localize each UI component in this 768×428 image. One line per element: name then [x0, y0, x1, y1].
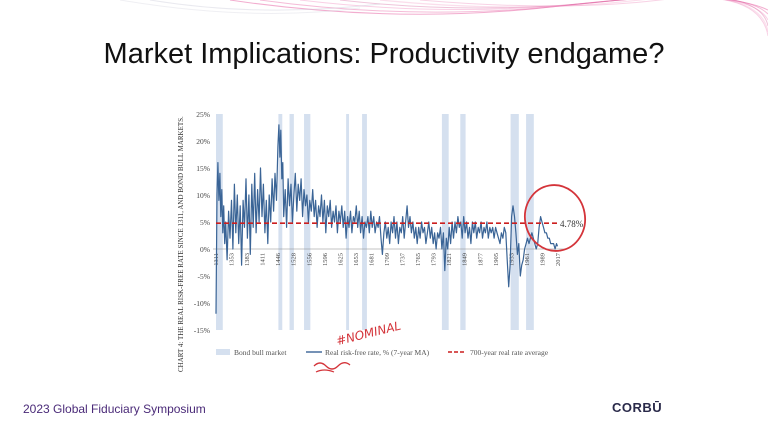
- handwritten-underline-2: [315, 369, 335, 373]
- bull-market-band: [278, 114, 283, 330]
- y-tick-label: -15%: [194, 326, 210, 335]
- y-tick-label: -10%: [194, 299, 210, 308]
- handwritten-underline: [313, 362, 351, 370]
- x-tick-label: 1765: [415, 253, 422, 266]
- y-tick-label: 20%: [196, 137, 210, 146]
- legend-band-label: Bond bull market: [234, 348, 287, 357]
- x-tick-label: 1709: [384, 253, 391, 266]
- legend-band-swatch: [216, 349, 230, 355]
- legend-dash-label: 700-year real rate average: [470, 348, 549, 357]
- legend: Bond bull market Real risk-free rate, % …: [216, 348, 549, 357]
- y-tick-label: 25%: [196, 110, 210, 119]
- x-tick-label: 1596: [322, 252, 329, 266]
- bull-market-band: [289, 114, 294, 330]
- handwritten-nominal-text: #NOMINAL: [335, 319, 403, 349]
- x-tick-label: 1383: [244, 253, 251, 266]
- x-tick-label: 1625: [337, 253, 344, 266]
- footer-event-name: 2023 Global Fiduciary Symposium: [23, 402, 206, 416]
- x-tick-label: 1961: [524, 253, 531, 266]
- x-tick-label: 1933: [508, 253, 515, 266]
- x-tick-label: 1905: [493, 253, 500, 266]
- y-tick-label: -5%: [198, 272, 211, 281]
- real-rate-series-line: [215, 124, 559, 314]
- x-tick-label: 1849: [462, 253, 469, 266]
- footer-logo: CORBŪ: [612, 400, 663, 415]
- handwritten-nominal-note: #NOMINAL: [313, 319, 403, 373]
- bull-market-band: [526, 114, 534, 330]
- x-tick-label: 1821: [446, 253, 453, 266]
- decorative-waves: [119, 0, 768, 37]
- y-tick-label: 0%: [200, 245, 210, 254]
- x-tick-label: 1877: [477, 252, 484, 266]
- y-tick-label: 15%: [196, 164, 210, 173]
- legend-line-label: Real risk-free rate, % (7-year MA): [325, 348, 430, 357]
- x-tick-label: 1793: [431, 253, 438, 266]
- x-tick-label: 1653: [353, 253, 360, 266]
- y-tick-label: 5%: [200, 218, 210, 227]
- x-tick-label: 1556: [306, 252, 313, 266]
- bull-market-bands: [216, 114, 534, 330]
- x-tick-label: 1353: [229, 253, 236, 266]
- bull-market-band: [441, 114, 449, 330]
- x-tick-label: 1737: [400, 252, 407, 266]
- bull-market-band: [216, 114, 223, 330]
- x-tick-label: 1446: [275, 252, 282, 266]
- y-tick-label: 10%: [196, 191, 210, 200]
- slide-title: Market Implications: Productivity endgam…: [103, 38, 665, 70]
- bull-market-band: [304, 114, 311, 330]
- x-tick-label: 1681: [368, 253, 375, 266]
- annotation-circle: [524, 184, 586, 252]
- x-tick-label: 1528: [291, 253, 298, 266]
- x-tick-label: 1411: [260, 253, 267, 266]
- average-value-label: 4.78%: [560, 219, 584, 229]
- chart-vertical-title: CHART 4: THE REAL RISK-FREE RATE SINCE 1…: [177, 116, 185, 372]
- x-tick-label: 2017: [555, 252, 562, 266]
- y-axis-ticks: 25% 20% 15% 10% 5% 0% -5% -10% -15%: [194, 110, 210, 335]
- x-tick-label: 1989: [539, 253, 546, 266]
